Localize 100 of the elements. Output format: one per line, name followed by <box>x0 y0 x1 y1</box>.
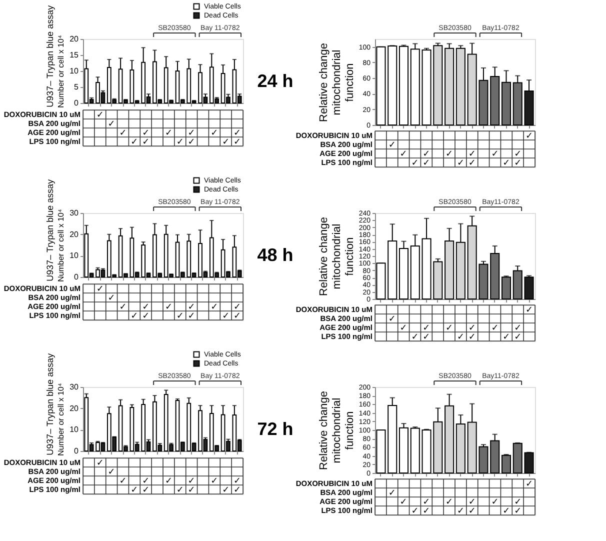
y-axis-title: Number or cell x 10⁴ <box>56 382 66 456</box>
text: U937– Trypan blue assay <box>45 178 56 282</box>
text: ✓ <box>388 314 396 324</box>
text: U937– Trypan blue assay <box>45 352 56 456</box>
text: ✓ <box>491 324 499 334</box>
text: ✓ <box>468 498 476 508</box>
text: ✓ <box>422 150 430 160</box>
y-tick-label: 5 <box>74 82 80 92</box>
text: ✓ <box>400 498 408 508</box>
text: ✓ <box>142 476 150 486</box>
text: ✓ <box>222 138 230 148</box>
text: ✓ <box>96 284 104 294</box>
text: U937– Trypan blue assay <box>45 4 56 108</box>
text: ✓ <box>96 458 104 468</box>
text: ✓ <box>210 476 218 486</box>
text: ✓ <box>188 302 196 312</box>
y-axis-title: Number or cell x 10⁴ <box>56 34 66 108</box>
text: ✓ <box>456 506 464 516</box>
text: ✓ <box>176 486 184 496</box>
text: ✓ <box>234 302 242 312</box>
y-tick-label: 20 <box>70 230 80 239</box>
text: ✓ <box>446 324 454 334</box>
text: ✓ <box>119 302 127 312</box>
text: ✓ <box>514 506 522 516</box>
text: ✓ <box>164 302 172 312</box>
text: ✓ <box>526 306 534 316</box>
text: ✓ <box>234 312 242 322</box>
text: 72 h <box>257 419 294 439</box>
text: ✓ <box>388 488 396 498</box>
text: ✓ <box>468 158 476 168</box>
y-tick-label: 30 <box>70 208 80 218</box>
text: ✓ <box>411 332 419 342</box>
text: ✓ <box>188 476 196 486</box>
text: ✓ <box>142 312 150 322</box>
y-tick-label: 0 <box>74 98 80 108</box>
y-tick-label: 20 <box>70 34 80 44</box>
text: ✓ <box>446 498 454 508</box>
text: ✓ <box>142 138 150 148</box>
text: ✓ <box>514 324 522 334</box>
text: ✓ <box>142 302 150 312</box>
text: ✓ <box>188 128 196 138</box>
text: ✓ <box>188 138 196 148</box>
text: ✓ <box>176 138 184 148</box>
text: ✓ <box>422 332 430 342</box>
text: ✓ <box>222 312 230 322</box>
text: ✓ <box>130 486 138 496</box>
text: ✓ <box>142 486 150 496</box>
text: ✓ <box>502 332 510 342</box>
y-axis-title: Relative change mitochondrial function <box>318 391 356 470</box>
text: ✓ <box>210 302 218 312</box>
text: ✓ <box>502 506 510 516</box>
text: ✓ <box>468 324 476 334</box>
text: ✓ <box>526 480 534 490</box>
text: ✓ <box>119 476 127 486</box>
y-axis-title: Relative change mitochondrial function <box>318 217 356 296</box>
text: ✓ <box>526 132 534 142</box>
y-axis-title: Number or cell x 10⁴ <box>56 208 66 282</box>
text: ✓ <box>422 498 430 508</box>
text: ✓ <box>108 468 116 478</box>
text: ✓ <box>422 158 430 168</box>
y-tick-label: 15 <box>70 50 80 60</box>
text: ✓ <box>210 128 218 138</box>
text: ✓ <box>400 150 408 160</box>
text: ✓ <box>446 150 454 160</box>
text: ✓ <box>108 120 116 130</box>
text: ✓ <box>502 158 510 168</box>
y-axis-title: Relative change mitochondrial function <box>318 43 356 122</box>
y-tick-label: 20 <box>70 404 80 413</box>
text: ✓ <box>234 476 242 486</box>
text: ✓ <box>188 312 196 322</box>
text: ✓ <box>411 158 419 168</box>
text: ✓ <box>456 332 464 342</box>
text: 48 h <box>257 245 294 265</box>
text: ✓ <box>514 498 522 508</box>
text: ✓ <box>422 324 430 334</box>
y-tick-label: 0 <box>74 272 80 282</box>
y-tick-label: 10 <box>70 425 80 434</box>
text: ✓ <box>234 138 242 148</box>
text: ✓ <box>411 506 419 516</box>
text: ✓ <box>514 158 522 168</box>
text: ✓ <box>468 506 476 516</box>
text: ✓ <box>456 158 464 168</box>
text: ✓ <box>142 128 150 138</box>
text: ✓ <box>130 138 138 148</box>
text: ✓ <box>234 486 242 496</box>
text: ✓ <box>119 128 127 138</box>
text: ✓ <box>96 110 104 120</box>
text: ✓ <box>164 476 172 486</box>
text: ✓ <box>514 332 522 342</box>
text: ✓ <box>400 324 408 334</box>
text: ✓ <box>388 140 396 150</box>
text: ✓ <box>164 128 172 138</box>
text: ✓ <box>491 498 499 508</box>
text: ✓ <box>468 150 476 160</box>
text: 24 h <box>257 71 294 91</box>
text: ✓ <box>491 150 499 160</box>
text: ✓ <box>468 332 476 342</box>
y-tick-label: 10 <box>70 251 80 260</box>
text: ✓ <box>234 128 242 138</box>
text: ✓ <box>176 312 184 322</box>
